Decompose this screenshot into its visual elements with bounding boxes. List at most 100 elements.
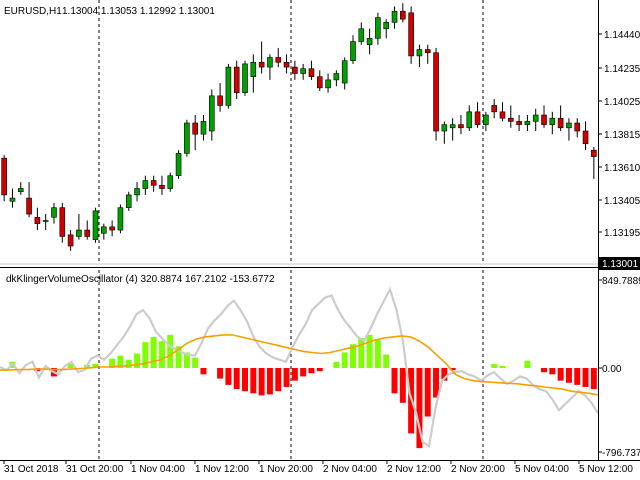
candle [117,204,124,234]
osc-axis-zero: 0.00 [602,364,622,375]
histogram-bar-positive [109,358,116,368]
candle [84,220,91,240]
candle-body-bull [483,114,489,125]
candle [441,121,448,144]
candle-body-bear [34,216,41,224]
candle-body-bear [582,130,589,145]
histogram-bar-positive [499,365,506,368]
histogram-bar-positive [333,361,340,368]
candle-body-bear [233,66,240,93]
candle [76,214,82,240]
candle-body-bull [242,63,248,93]
candle-body-bear [109,226,115,231]
histogram-bar-negative [242,368,249,392]
candle-body-bear [541,114,547,125]
candle [316,70,323,92]
oscillator-panel[interactable]: dkKlingerVolumeOscillator (4) 320.8874 1… [0,270,599,460]
histogram-bar-positive [366,334,373,368]
candle [507,105,514,128]
time-tick-label: 1 Nov 12:00 [195,464,249,475]
histogram-bar-negative [291,368,298,381]
candle-body-bear [275,57,282,63]
candle [333,70,340,87]
candle-body-bear [308,68,315,77]
candle-body-bear [192,122,198,135]
candle-body-bull [366,38,373,46]
candle [532,108,539,131]
candle-body-bull [341,60,348,84]
histogram-bar-negative [250,368,257,394]
candle [375,12,381,45]
histogram-bar-negative [391,368,398,394]
histogram-bar-positive [374,340,381,368]
candle [483,111,489,131]
price-tick-label: 1.13815 [604,130,640,141]
candle-body-bear [499,111,506,119]
candle-body-bull [175,153,182,177]
histogram-bar-negative [283,368,290,387]
time-tick-label: 31 Oct 2018 [4,464,59,475]
price-tick-label: 1.14440 [604,30,640,41]
price-tick-label: 1.14025 [604,97,640,108]
histogram-bar-negative [266,368,273,395]
price-tick-label: 1.14235 [604,64,640,75]
candle [466,105,473,131]
candle [549,111,556,135]
candle-body-bull [532,114,539,122]
time-tick-label: 2 Nov 20:00 [451,464,505,475]
candle-body-bear [574,122,581,132]
candle-body-bull [466,111,473,129]
candle-body-bull [200,121,207,135]
candle-body-bull [51,207,57,218]
histogram-bar-negative [258,368,265,396]
histogram-bar-positive [349,344,356,368]
period-separators [98,0,484,264]
price-axis[interactable]: 1.14440 1.14235 1.14025 1.13815 1.13610 1.134… [598,0,640,460]
histogram-bar-negative [217,368,224,379]
time-axis[interactable]: 31 Oct 2018 31 Oct 20:00 1 Nov 04:00 1 Nov … [0,460,640,475]
price-panel[interactable]: EURUSD,H1 1.13004 1.13053 1.12992 1.1300… [0,0,598,265]
histogram-bar-positive [134,353,141,368]
candle [366,28,373,55]
histogram-bar-positive [175,346,182,368]
candle [34,207,41,231]
candle-body-bear [424,49,431,54]
candle [516,115,522,131]
candle-body-bear [408,12,414,57]
histogram-bar-positive [158,341,165,368]
candle [250,54,257,93]
candle-body-bear [159,185,165,189]
candle [400,3,406,23]
histogram-bar-negative [416,368,423,449]
candle [17,182,24,195]
candle [109,220,115,237]
candle-body-bull [524,121,531,125]
price-tick-label: 1.13405 [604,196,640,207]
histogram-bar-negative [441,368,448,381]
oscillator-axis-labels: 849.7889 0.00 -796.7378 [598,276,640,459]
klinger-line [0,286,599,448]
histogram-bar-negative [233,368,240,390]
histogram-bar-positive [524,360,531,368]
candle [491,99,497,119]
candle [391,6,398,29]
candle-body-bear [150,180,157,186]
candle-body-bear [26,197,32,215]
candle-body-bull [76,229,82,237]
histogram-bar-positive [92,363,99,368]
candle-body-bear [67,234,74,247]
candle [499,102,506,122]
candle [217,83,223,112]
candle-body-bull [17,188,24,193]
candle [1,154,7,202]
histogram-bar-positive [167,334,174,368]
candle-body-bull [375,17,381,39]
candle-body-bear [400,10,406,20]
candle-body-bull [449,124,456,129]
current-price-badge: 1.13001 [599,257,640,270]
histogram-bar-positive [117,355,124,368]
candle [26,182,32,218]
candle [474,102,481,128]
price-tick-label: 1.13195 [604,228,640,239]
